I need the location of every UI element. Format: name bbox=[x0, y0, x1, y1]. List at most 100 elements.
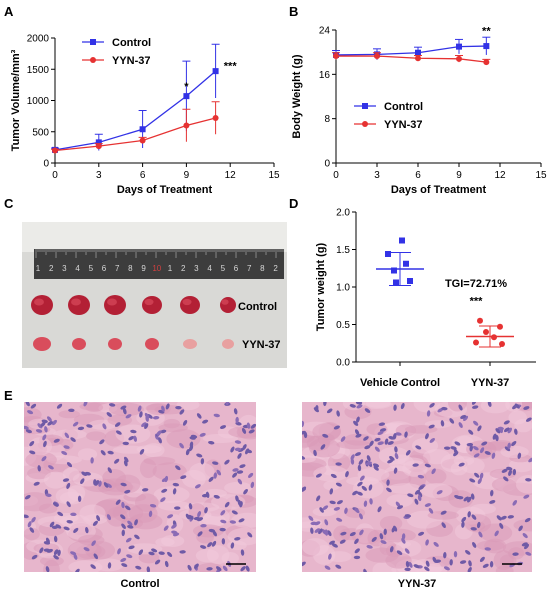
cell-nucleus bbox=[161, 405, 165, 412]
cell-nucleus bbox=[499, 522, 504, 529]
cell-nucleus bbox=[134, 519, 138, 526]
x-tick-label: 3 bbox=[374, 170, 380, 181]
cell-nucleus bbox=[237, 499, 242, 506]
ruler-number: 8 bbox=[260, 264, 265, 273]
cell-nucleus bbox=[359, 475, 365, 481]
y-tick-label: 8 bbox=[324, 114, 330, 125]
cell-nucleus bbox=[103, 482, 109, 488]
cell-nucleus bbox=[394, 452, 399, 460]
cell-nucleus bbox=[53, 549, 59, 556]
tissue-patch bbox=[357, 467, 390, 482]
cell-nucleus bbox=[517, 452, 522, 459]
cell-nucleus bbox=[73, 527, 79, 533]
cell-nucleus bbox=[354, 507, 360, 514]
cell-nucleus bbox=[441, 522, 446, 529]
cell-nucleus bbox=[472, 405, 479, 409]
cell-nucleus bbox=[512, 500, 518, 506]
legend-label: Control bbox=[384, 101, 423, 113]
cell-nucleus bbox=[233, 408, 238, 415]
ruler-number: 2 bbox=[49, 264, 54, 273]
cell-nucleus bbox=[230, 542, 235, 549]
cell-nucleus bbox=[234, 440, 242, 444]
cell-nucleus bbox=[405, 561, 410, 568]
cell-nucleus bbox=[404, 431, 408, 438]
cell-nucleus bbox=[459, 560, 467, 564]
cell-nucleus bbox=[333, 506, 341, 511]
ruler-number: 8 bbox=[128, 264, 133, 273]
legend-marker bbox=[90, 39, 96, 45]
cell-nucleus bbox=[414, 498, 419, 505]
cell-nucleus bbox=[508, 469, 512, 476]
y-tick-label: 500 bbox=[32, 127, 49, 138]
cell-nucleus bbox=[171, 530, 178, 535]
cell-nucleus bbox=[477, 425, 482, 432]
panel-label-e: E bbox=[4, 388, 13, 403]
cell-nucleus bbox=[224, 501, 230, 508]
ruler-number: 1 bbox=[168, 264, 173, 273]
cell-nucleus bbox=[180, 475, 187, 480]
cell-nucleus bbox=[377, 441, 384, 446]
cell-nucleus bbox=[463, 496, 469, 502]
x-tick-label: 3 bbox=[96, 170, 102, 181]
cell-nucleus bbox=[349, 404, 356, 408]
cell-nucleus bbox=[167, 514, 174, 519]
cell-nucleus bbox=[335, 462, 342, 466]
cell-nucleus bbox=[358, 513, 363, 520]
cell-nucleus bbox=[61, 450, 68, 456]
cell-nucleus bbox=[208, 528, 216, 533]
cell-nucleus bbox=[138, 549, 144, 556]
y-tick-label: 16 bbox=[319, 70, 331, 81]
cell-nucleus bbox=[83, 400, 88, 407]
cell-nucleus bbox=[30, 403, 37, 409]
cell-nucleus bbox=[92, 520, 98, 526]
cell-nucleus bbox=[148, 510, 153, 518]
cell-nucleus bbox=[418, 485, 425, 490]
cell-nucleus bbox=[248, 429, 255, 434]
control-tumor bbox=[180, 296, 200, 314]
cell-nucleus bbox=[66, 520, 73, 524]
cell-nucleus bbox=[85, 526, 89, 534]
cell-nucleus bbox=[175, 465, 181, 471]
cell-nucleus bbox=[188, 445, 194, 452]
cell-nucleus bbox=[443, 446, 451, 450]
cell-nucleus bbox=[116, 430, 122, 435]
tissue-patch bbox=[427, 510, 459, 520]
panel-label-d: D bbox=[289, 196, 299, 211]
cell-nucleus bbox=[221, 538, 226, 545]
cell-nucleus bbox=[344, 507, 348, 514]
annotation: TGI=72.71% bbox=[445, 278, 507, 290]
cell-nucleus bbox=[474, 472, 480, 478]
cell-nucleus bbox=[120, 482, 127, 487]
cell-nucleus bbox=[374, 446, 380, 452]
tissue-patch bbox=[385, 552, 412, 569]
tissue-patch bbox=[470, 503, 497, 515]
tissue-patch bbox=[323, 480, 341, 491]
control-tumor bbox=[104, 295, 126, 315]
cell-nucleus bbox=[108, 403, 116, 407]
cell-nucleus bbox=[469, 445, 473, 452]
cell-nucleus bbox=[90, 564, 96, 569]
cell-nucleus bbox=[91, 540, 96, 546]
cell-nucleus bbox=[355, 433, 362, 438]
cell-nucleus bbox=[235, 416, 239, 424]
cell-nucleus bbox=[361, 485, 367, 491]
cell-nucleus bbox=[100, 450, 106, 456]
data-point bbox=[139, 137, 146, 144]
tumor-highlight bbox=[34, 298, 44, 306]
significance-marker: ** bbox=[482, 25, 491, 37]
cell-nucleus bbox=[479, 472, 484, 479]
tissue-patch bbox=[395, 539, 422, 557]
cell-nucleus bbox=[99, 439, 105, 445]
cell-nucleus bbox=[125, 505, 131, 511]
cell-nucleus bbox=[356, 491, 363, 496]
panel-label-c: C bbox=[4, 196, 14, 211]
ruler-number: 3 bbox=[194, 264, 199, 273]
tissue-patch bbox=[43, 471, 68, 489]
tissue-patch bbox=[344, 433, 373, 446]
series-line bbox=[335, 45, 487, 56]
cell-nucleus bbox=[523, 494, 530, 499]
cell-nucleus bbox=[70, 512, 77, 517]
cell-nucleus bbox=[200, 545, 207, 549]
y-tick-label: 1.5 bbox=[336, 245, 350, 256]
cell-nucleus bbox=[213, 413, 220, 418]
